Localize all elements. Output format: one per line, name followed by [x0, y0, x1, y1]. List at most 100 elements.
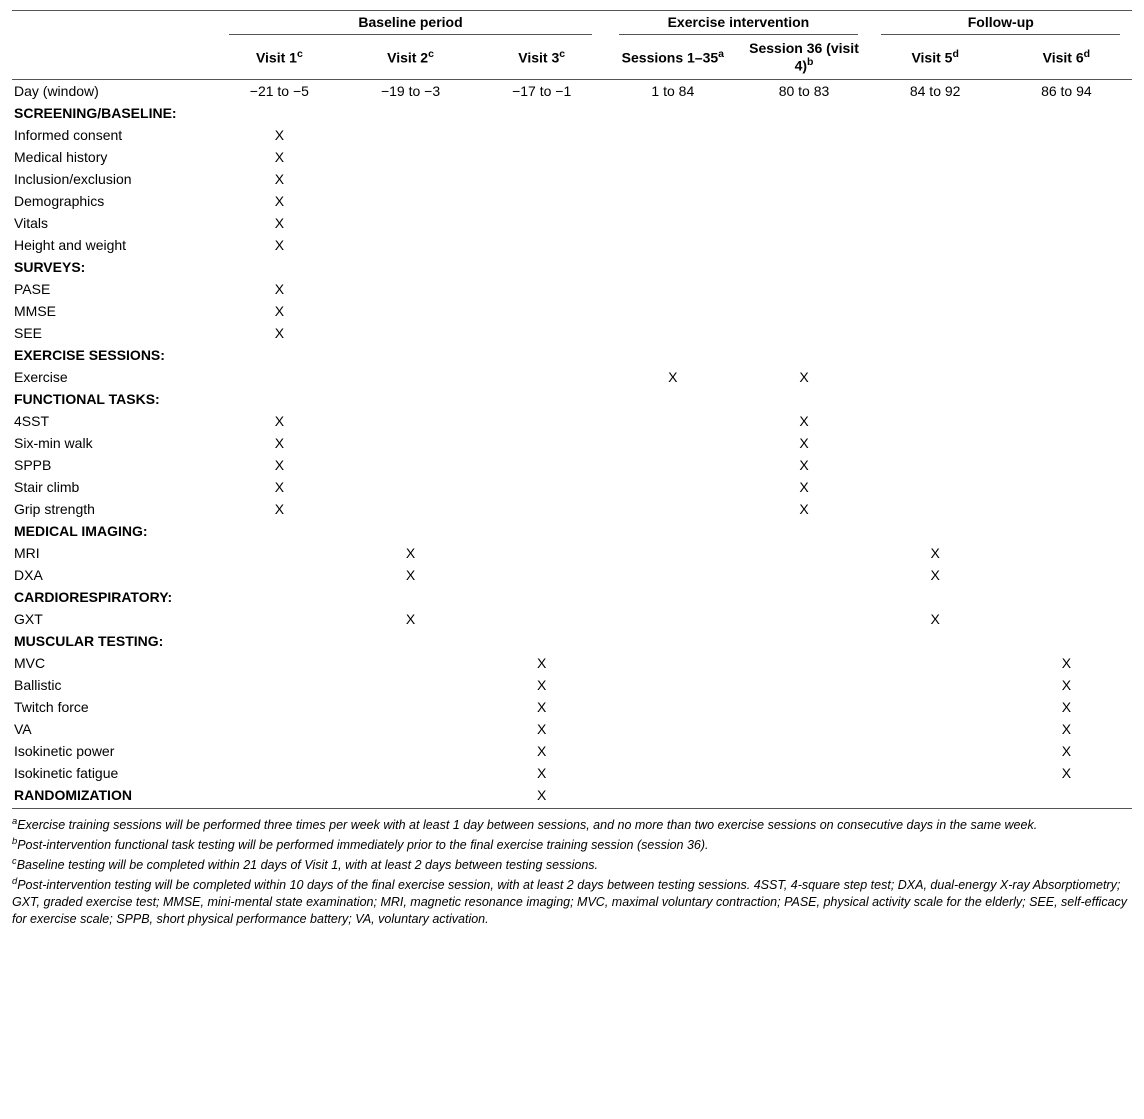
data-row: Twitch forceXX — [12, 696, 1132, 718]
mark-cell — [607, 102, 738, 124]
column-header-sup: d — [952, 48, 958, 60]
column-header-sup: d — [1084, 48, 1090, 60]
mark-cell — [870, 322, 1001, 344]
mark-cell — [476, 454, 607, 476]
mark-cell — [1001, 542, 1132, 564]
mark-cell — [476, 256, 607, 278]
footnote-text: Baseline testing will be completed withi… — [17, 858, 598, 872]
mark-cell — [738, 278, 869, 300]
section-title: EXERCISE SESSIONS: — [12, 344, 214, 366]
column-header-sup: c — [559, 48, 565, 60]
mark-cell — [870, 454, 1001, 476]
mark-cell — [476, 168, 607, 190]
data-row: 4SSTXX — [12, 410, 1132, 432]
mark-cell — [1001, 454, 1132, 476]
mark-cell — [607, 784, 738, 806]
row-label: VA — [12, 718, 214, 740]
mark-cell — [870, 498, 1001, 520]
row-label: Isokinetic power — [12, 740, 214, 762]
mark-cell — [607, 762, 738, 784]
mark-cell: X — [214, 432, 345, 454]
mark-cell — [476, 498, 607, 520]
mark-cell: X — [214, 410, 345, 432]
data-row: Six-min walkXX — [12, 432, 1132, 454]
day-value: 84 to 92 — [870, 79, 1001, 102]
mark-cell — [870, 410, 1001, 432]
mark-cell — [214, 762, 345, 784]
mark-cell — [1001, 410, 1132, 432]
column-header-sup: b — [807, 56, 813, 68]
mark-cell — [214, 784, 345, 806]
mark-cell — [476, 476, 607, 498]
section-header-row: MEDICAL IMAGING: — [12, 520, 1132, 542]
data-row: MMSEX — [12, 300, 1132, 322]
mark-cell — [607, 586, 738, 608]
mark-cell — [738, 190, 869, 212]
mark-cell — [738, 674, 869, 696]
mark-cell — [607, 476, 738, 498]
mark-cell: X — [1001, 740, 1132, 762]
mark-cell — [870, 212, 1001, 234]
day-value: 1 to 84 — [607, 79, 738, 102]
mark-cell — [345, 696, 476, 718]
mark-cell — [476, 542, 607, 564]
mark-cell — [345, 630, 476, 652]
mark-cell — [607, 454, 738, 476]
mark-cell — [607, 696, 738, 718]
mark-cell: X — [1001, 762, 1132, 784]
mark-cell — [1001, 432, 1132, 454]
mark-cell — [738, 212, 869, 234]
mark-cell — [214, 586, 345, 608]
section-title: RANDOMIZATION — [12, 784, 214, 806]
data-row: Stair climbXX — [12, 476, 1132, 498]
section-title: CARDIORESPIRATORY: — [12, 586, 214, 608]
row-label: Isokinetic fatigue — [12, 762, 214, 784]
mark-cell — [738, 520, 869, 542]
data-row: Medical historyX — [12, 146, 1132, 168]
section-title: MEDICAL IMAGING: — [12, 520, 214, 542]
mark-cell: X — [345, 542, 476, 564]
mark-cell — [476, 212, 607, 234]
mark-cell: X — [214, 300, 345, 322]
mark-cell — [214, 674, 345, 696]
mark-cell — [345, 366, 476, 388]
mark-cell — [345, 718, 476, 740]
mark-cell — [870, 300, 1001, 322]
mark-cell — [870, 784, 1001, 806]
mark-cell — [607, 608, 738, 630]
mark-cell: X — [738, 432, 869, 454]
section-header-row: SURVEYS: — [12, 256, 1132, 278]
mark-cell — [214, 608, 345, 630]
mark-cell — [476, 102, 607, 124]
mark-cell — [345, 256, 476, 278]
mark-cell — [738, 344, 869, 366]
mark-cell — [345, 388, 476, 410]
mark-cell — [738, 630, 869, 652]
mark-cell — [870, 366, 1001, 388]
mark-cell: X — [870, 564, 1001, 586]
footnote-text: Exercise training sessions will be perfo… — [17, 818, 1037, 832]
data-row: GXTXX — [12, 608, 1132, 630]
header-blank — [12, 11, 214, 38]
mark-cell — [345, 410, 476, 432]
mark-cell: X — [214, 212, 345, 234]
mark-cell: X — [345, 564, 476, 586]
data-row: MVCXX — [12, 652, 1132, 674]
mark-cell — [870, 674, 1001, 696]
mark-cell — [607, 542, 738, 564]
data-row: Grip strengthXX — [12, 498, 1132, 520]
mark-cell — [345, 234, 476, 256]
mark-cell — [607, 322, 738, 344]
mark-cell — [476, 410, 607, 432]
mark-cell — [607, 740, 738, 762]
data-row: Informed consentX — [12, 124, 1132, 146]
mark-cell — [214, 630, 345, 652]
mark-cell: X — [738, 366, 869, 388]
section-header-row: CARDIORESPIRATORY: — [12, 586, 1132, 608]
row-label: Exercise — [12, 366, 214, 388]
mark-cell — [1001, 608, 1132, 630]
mark-cell: X — [214, 278, 345, 300]
day-value: 80 to 83 — [738, 79, 869, 102]
mark-cell — [738, 564, 869, 586]
mark-cell — [476, 564, 607, 586]
